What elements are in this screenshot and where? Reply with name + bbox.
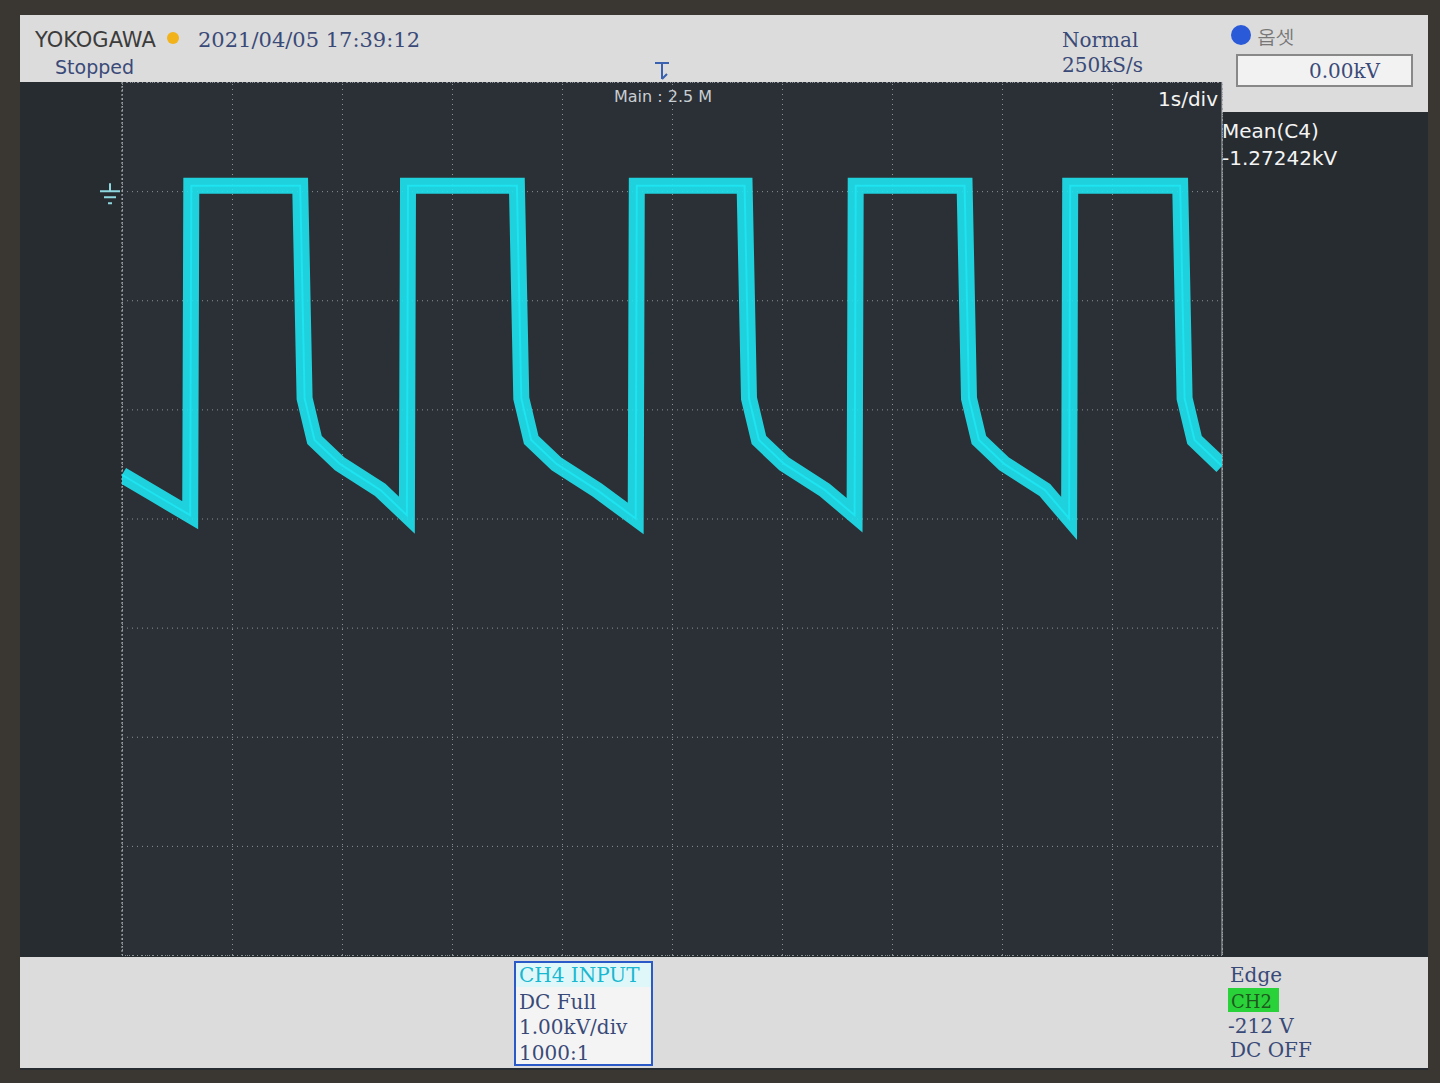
- sample-rate: 250kS/s: [1062, 53, 1143, 77]
- ch4-box: [515, 962, 652, 1065]
- brand: YOKOGAWA: [34, 28, 156, 52]
- grid-line: [122, 300, 1222, 301]
- grid-line: [1222, 82, 1223, 955]
- ch-scale: 1.00kV/div: [519, 1015, 628, 1039]
- measure-value: -1.27242kV: [1222, 146, 1338, 170]
- ch-probe: 1000:1: [519, 1041, 589, 1065]
- trigger-level: -212 V: [1228, 1014, 1294, 1038]
- tick: [122, 628, 1222, 629]
- offset-box: [1237, 55, 1412, 86]
- tick: [122, 409, 1222, 410]
- top-bar: [20, 15, 1222, 82]
- tick: [122, 82, 1222, 83]
- labels: YOKOGAWA 2021/04/05 17:39:12 Stopped Normal…: [34, 25, 1381, 1065]
- tick: [1222, 82, 1223, 955]
- trigger-type: Edge: [1230, 963, 1282, 987]
- run-state: Stopped: [55, 56, 134, 78]
- knob-icon: [1231, 25, 1251, 45]
- offset-value: 0.00kV: [1309, 59, 1381, 83]
- ch2-badge: [1228, 988, 1279, 1012]
- trigger-marker: [655, 63, 669, 79]
- trigger-coupling: DC OFF: [1230, 1038, 1312, 1062]
- axis-line: [123, 83, 1223, 956]
- timebase: 1s/div: [1158, 87, 1218, 111]
- frame-right: [1222, 82, 1223, 955]
- grid-line: [122, 737, 1222, 738]
- frame-left: [122, 82, 123, 955]
- ground-marker: [100, 183, 120, 203]
- measure-name: Mean(C4): [1222, 119, 1319, 143]
- ch-coupling: DC Full: [519, 990, 596, 1014]
- screen: [20, 15, 1428, 1070]
- right-top-panel: [1222, 15, 1428, 112]
- traces: [122, 186, 1222, 519]
- x-grid: [123, 82, 1223, 956]
- grid-line: [122, 955, 1222, 956]
- bezel: [0, 0, 1440, 1083]
- offset-label: 옵셋: [1257, 25, 1295, 47]
- status-icon: [167, 32, 179, 44]
- axis-line: [123, 82, 1223, 956]
- plot-area: [122, 82, 1222, 955]
- grid-line: [122, 846, 1222, 847]
- trigger-source: CH2: [1231, 991, 1272, 1012]
- grid-line: [122, 409, 1222, 410]
- y-grid: [122, 83, 1222, 956]
- ch-title: CH4 INPUT: [519, 963, 640, 987]
- acq-mode: Normal: [1062, 28, 1138, 52]
- tick: [122, 300, 1222, 301]
- grid-line: [122, 82, 1222, 83]
- waveform-core: [122, 186, 1222, 519]
- bottom-bar: [20, 957, 1428, 1068]
- waveform: [122, 186, 1222, 519]
- tick: [122, 519, 1222, 520]
- tick: [122, 737, 1222, 738]
- tick: [122, 955, 1222, 956]
- record-length: Main : 2.5 M: [614, 87, 712, 106]
- scope-screen: YOKOGAWA 2021/04/05 17:39:12 Stopped Normal…: [0, 0, 1440, 1083]
- timestamp: 2021/04/05 17:39:12: [198, 28, 420, 52]
- tick: [122, 846, 1222, 847]
- ch4-header: [516, 963, 651, 987]
- grid-line: [122, 628, 1222, 629]
- grid-line: [122, 519, 1222, 520]
